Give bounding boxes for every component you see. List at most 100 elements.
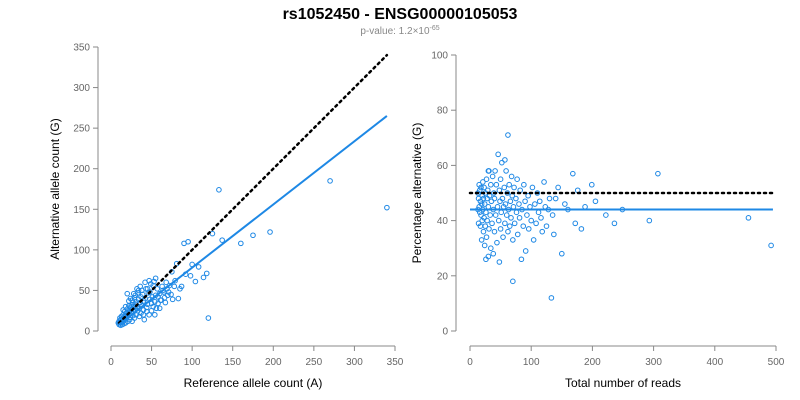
y-tick-label: 350 xyxy=(73,43,90,54)
data-point xyxy=(497,226,504,232)
data-point xyxy=(152,275,159,282)
data-point xyxy=(480,179,486,185)
y-tick-label: 80 xyxy=(437,106,449,117)
data-point xyxy=(582,204,588,210)
data-point xyxy=(491,228,498,235)
data-point xyxy=(134,286,140,292)
data-point xyxy=(503,168,509,174)
data-point xyxy=(488,181,494,188)
data-point xyxy=(520,223,527,229)
data-point xyxy=(592,198,599,205)
data-point xyxy=(483,234,490,240)
data-point xyxy=(141,316,148,323)
data-point xyxy=(570,170,576,177)
y-axis-label: Percentage alternative (G) xyxy=(410,123,424,264)
data-point xyxy=(487,212,493,218)
data-point xyxy=(552,195,559,202)
data-point xyxy=(205,315,212,321)
x-tick-label: 300 xyxy=(346,357,363,368)
data-point xyxy=(148,300,155,307)
y-tick-label: 20 xyxy=(437,271,449,282)
data-point xyxy=(139,287,145,294)
y-tick-label: 100 xyxy=(431,51,448,62)
data-point xyxy=(482,223,489,229)
data-point xyxy=(384,204,390,211)
data-point xyxy=(490,250,497,257)
data-point xyxy=(572,220,579,227)
data-point xyxy=(200,274,207,281)
data-point xyxy=(513,195,519,202)
data-point xyxy=(514,176,520,182)
x-tick-label: 300 xyxy=(645,357,662,368)
data-point xyxy=(140,311,147,318)
data-point xyxy=(146,277,152,284)
data-point xyxy=(508,215,514,221)
data-point xyxy=(646,217,653,224)
data-point xyxy=(521,181,527,188)
data-point xyxy=(120,307,126,313)
data-point xyxy=(539,228,546,235)
data-point xyxy=(489,173,496,180)
data-point xyxy=(153,305,160,312)
data-point xyxy=(541,179,547,185)
data-point xyxy=(497,176,504,182)
x-tick-label: 50 xyxy=(146,357,158,368)
data-point xyxy=(522,248,529,254)
x-tick-label: 150 xyxy=(224,357,241,368)
data-point xyxy=(603,212,609,218)
data-point xyxy=(497,198,503,205)
data-point xyxy=(588,181,595,188)
data-point xyxy=(157,297,164,303)
y-tick-label: 60 xyxy=(437,161,449,172)
pvalue-subtitle: p-value: 1.2×10-65 xyxy=(360,25,439,37)
y-tick-label: 0 xyxy=(442,327,448,338)
data-point xyxy=(250,232,256,239)
x-tick-label: 100 xyxy=(184,357,201,368)
data-point xyxy=(524,212,530,218)
data-point xyxy=(219,237,225,243)
data-point xyxy=(495,151,501,158)
data-point xyxy=(267,229,273,235)
x-tick-label: 200 xyxy=(265,357,282,368)
y-axis-label: Alternative allele count (G) xyxy=(48,118,62,259)
x-tick-label: 0 xyxy=(108,357,114,368)
y-tick-label: 50 xyxy=(79,286,91,297)
x-axis-label: Total number of reads xyxy=(565,376,681,390)
data-point xyxy=(543,223,550,229)
x-axis-label: Reference allele count (A) xyxy=(184,376,323,390)
data-point xyxy=(478,212,484,218)
fit-line xyxy=(118,115,388,326)
data-point xyxy=(162,299,169,306)
data-point xyxy=(126,298,132,304)
data-point xyxy=(549,212,556,218)
data-point xyxy=(129,297,135,303)
data-point xyxy=(181,240,187,247)
allele-count-scatter-panel: 0 50 100 150 200 250 300 350 0 50 100 150 200 250 300 3… xyxy=(48,43,404,391)
data-point xyxy=(132,292,139,299)
data-point xyxy=(529,184,536,191)
data-point xyxy=(551,231,557,238)
data-point xyxy=(578,226,585,232)
data-point xyxy=(527,204,533,210)
data-point xyxy=(475,220,482,227)
data-point xyxy=(156,305,163,312)
y-tick-label: 0 xyxy=(84,327,90,338)
data-point xyxy=(169,296,176,303)
data-point xyxy=(508,173,515,180)
x-tick-label: 0 xyxy=(467,357,473,368)
y-tick-label: 100 xyxy=(73,245,90,256)
data-point xyxy=(506,181,512,188)
data-point xyxy=(481,242,488,249)
data-point xyxy=(514,231,521,238)
data-point xyxy=(168,291,174,298)
data-point xyxy=(481,201,488,207)
data-point xyxy=(510,204,517,210)
data-point xyxy=(195,264,202,270)
data-point xyxy=(483,256,489,263)
data-point xyxy=(159,283,165,290)
data-point xyxy=(152,298,158,305)
data-point xyxy=(505,228,511,235)
data-point xyxy=(525,226,532,232)
data-point xyxy=(479,217,486,224)
